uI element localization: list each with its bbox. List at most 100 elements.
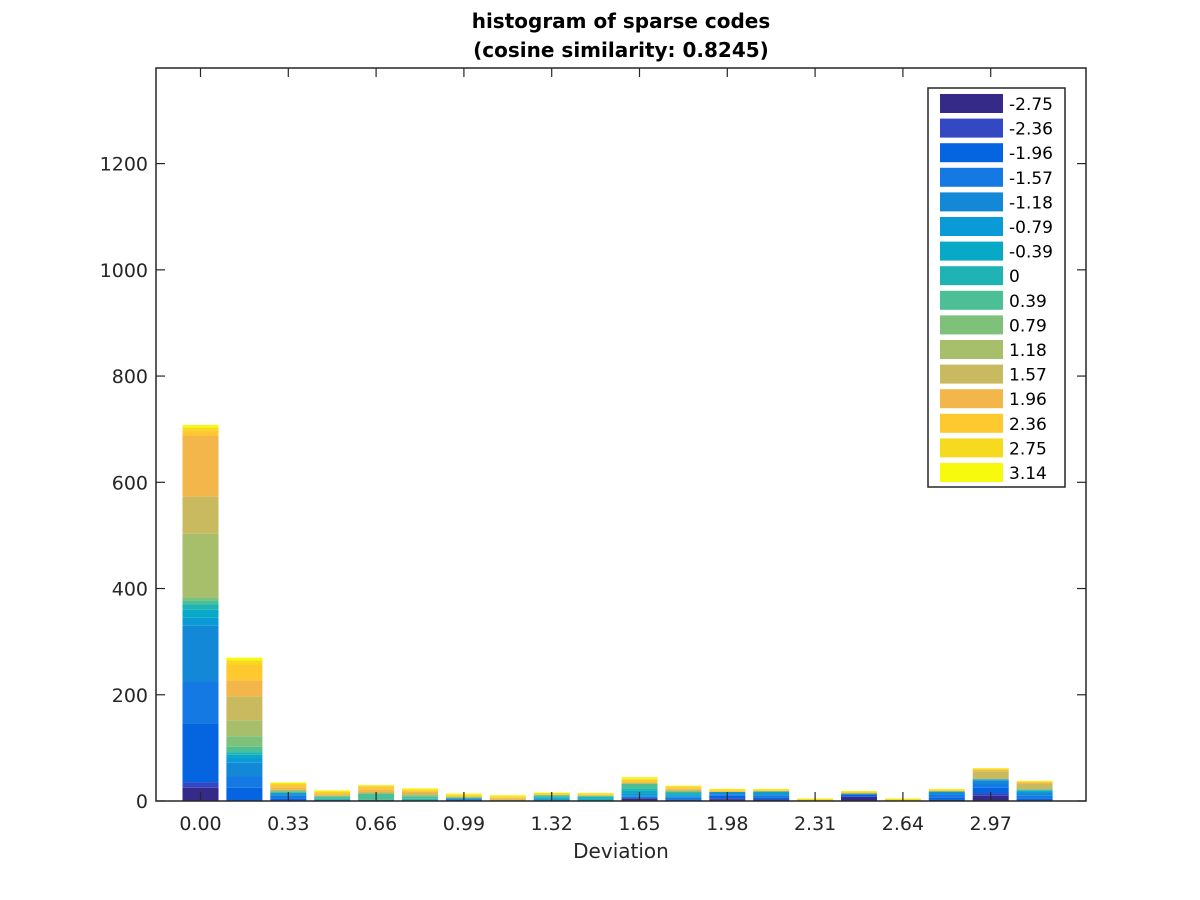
legend-swatch <box>940 167 1003 187</box>
legend-label: 1.96 <box>1009 390 1047 410</box>
bar-segment-9-6 <box>577 798 614 800</box>
bar-segment-4-14 <box>358 785 395 787</box>
y-tick-label: 0 <box>136 791 148 813</box>
bar-segment-17-15 <box>928 788 965 790</box>
bar-segment-13-3 <box>753 795 790 798</box>
bar-segment-11-7 <box>665 792 702 795</box>
bar-segment-19-15 <box>1016 780 1053 782</box>
legend-swatch <box>940 217 1003 236</box>
x-tick-label: 2.64 <box>882 813 924 835</box>
bar-segment-0-1 <box>182 782 219 788</box>
bar-segment-18-15 <box>972 768 1009 769</box>
bar-segment-17-4 <box>928 792 965 795</box>
legend-swatch <box>940 438 1003 458</box>
bar-segment-3-15 <box>314 790 351 792</box>
legend-label: -2.36 <box>1009 120 1053 140</box>
bar-segment-11-14 <box>665 786 702 788</box>
bar-segment-0-7 <box>182 604 219 610</box>
bar-segment-0-14 <box>182 427 219 431</box>
bar-segment-1-15 <box>226 657 263 661</box>
legend-label: 0.79 <box>1009 316 1047 336</box>
bar-segment-5-13 <box>402 790 438 792</box>
bar-segment-2-15 <box>270 782 307 784</box>
bar-segment-1-9 <box>226 736 263 747</box>
legend-label: 0 <box>1009 267 1020 287</box>
bar-segment-11-15 <box>665 785 702 787</box>
y-tick-label: 800 <box>112 366 148 388</box>
bar-segment-13-15 <box>753 788 790 790</box>
bar-segment-9-14 <box>577 793 614 795</box>
bar-segment-10-11 <box>621 782 658 784</box>
bar-segment-17-5 <box>928 791 965 793</box>
bar-segment-10-7 <box>621 788 658 791</box>
chart-title: histogram of sparse codes <box>472 9 771 33</box>
bar-segment-19-8 <box>1016 789 1053 791</box>
bar-segment-3-13 <box>314 792 351 795</box>
x-tick-label: 1.65 <box>618 813 660 835</box>
bar-segment-18-4 <box>972 780 1009 784</box>
bar-segment-15-13 <box>841 792 877 794</box>
bar-segment-1-7 <box>226 752 263 755</box>
bar-segment-11-12 <box>665 788 702 790</box>
bar-segment-7-11 <box>489 799 526 801</box>
legend-label: 3.14 <box>1009 464 1047 484</box>
bar-segment-13-13 <box>753 790 790 792</box>
legend-label: 0.39 <box>1009 292 1047 312</box>
bar-segment-11-2 <box>665 799 702 801</box>
legend-label: -1.18 <box>1009 193 1053 213</box>
legend-swatch <box>940 290 1003 310</box>
x-tick-label: 0.66 <box>355 813 397 835</box>
bar-segment-1-14 <box>226 660 263 665</box>
legend-swatch <box>940 94 1003 113</box>
legend-swatch <box>940 389 1003 409</box>
y-tick-label: 600 <box>112 472 148 494</box>
bar-segment-12-13 <box>709 790 746 792</box>
bar-segment-0-12 <box>182 435 219 497</box>
bar-segment-10-13 <box>621 779 658 783</box>
bar-segment-18-5 <box>972 779 1009 781</box>
bar-segment-13-5 <box>753 792 790 795</box>
legend-label: -1.96 <box>1009 144 1053 164</box>
bar-segment-2-13 <box>270 784 307 788</box>
bar-segment-18-11 <box>972 771 1009 780</box>
bar-segment-2-12 <box>270 787 307 790</box>
bar-segment-5-8 <box>402 796 438 799</box>
x-tick-label: 1.32 <box>531 813 573 835</box>
bar-segment-7-13 <box>489 797 526 799</box>
bar-segment-0-10 <box>182 533 219 598</box>
bar-segment-7-14 <box>489 796 526 798</box>
bar-segment-3-11 <box>314 795 351 797</box>
bar-segment-17-3 <box>928 794 965 798</box>
bar-segment-5-11 <box>402 793 438 795</box>
bar-segment-5-7 <box>402 798 438 800</box>
axes-box <box>155 67 1087 802</box>
bar-segment-1-13 <box>226 664 263 681</box>
bar-segment-19-14 <box>1016 781 1053 783</box>
bar-segment-15-15 <box>841 790 877 792</box>
bar-segment-13-4 <box>753 794 790 796</box>
bar-segment-13-6 <box>753 791 790 793</box>
x-tick-label: 0.33 <box>267 813 309 835</box>
bar-segment-1-4 <box>226 762 263 777</box>
bar-segment-12-14 <box>709 789 746 791</box>
x-tick-label: 0.00 <box>179 813 221 835</box>
x-tick-label: 1.98 <box>706 813 748 835</box>
bar-segment-19-3 <box>1016 795 1053 799</box>
chart-subtitle: (cosine similarity: 0.8245) <box>473 38 769 62</box>
bar-segment-1-2 <box>226 787 263 801</box>
bar-segment-9-15 <box>577 793 614 794</box>
bar-segment-11-8 <box>665 791 702 793</box>
bar-segment-15-0 <box>841 796 877 801</box>
bar-segment-0-13 <box>182 430 219 436</box>
legend-swatch <box>940 413 1003 433</box>
bar-segment-0-9 <box>182 597 219 601</box>
legend-label: 1.18 <box>1009 341 1047 361</box>
bar-segment-18-12 <box>972 769 1009 772</box>
y-tick-label: 200 <box>112 685 148 707</box>
x-axis-label: Deviation <box>573 839 669 863</box>
x-tick-label: 0.99 <box>443 813 485 835</box>
bar-segment-0-5 <box>182 617 219 626</box>
bar-segment-11-11 <box>665 789 702 792</box>
bar-segment-1-12 <box>226 680 263 697</box>
